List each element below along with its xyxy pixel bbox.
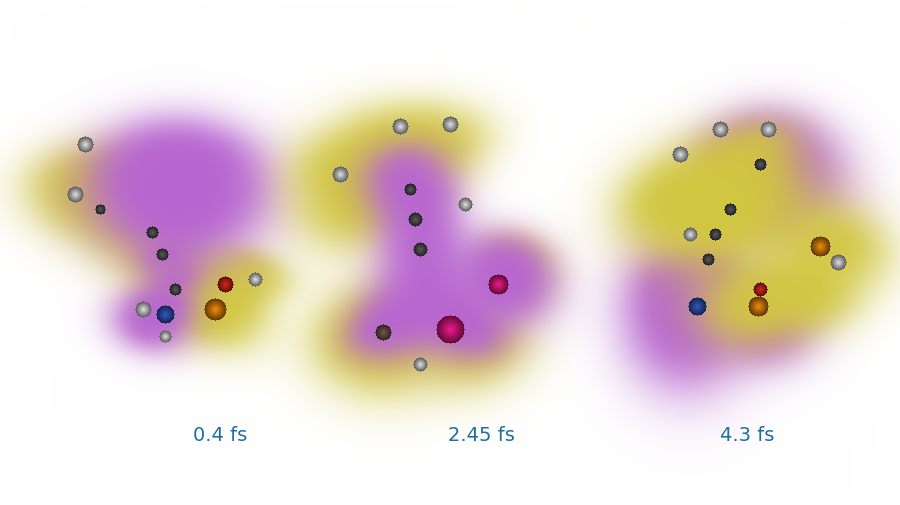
Text: 4.3 fs: 4.3 fs	[720, 425, 774, 444]
Text: 2.45 fs: 2.45 fs	[448, 425, 515, 444]
Text: 0.4 fs: 0.4 fs	[194, 425, 248, 444]
